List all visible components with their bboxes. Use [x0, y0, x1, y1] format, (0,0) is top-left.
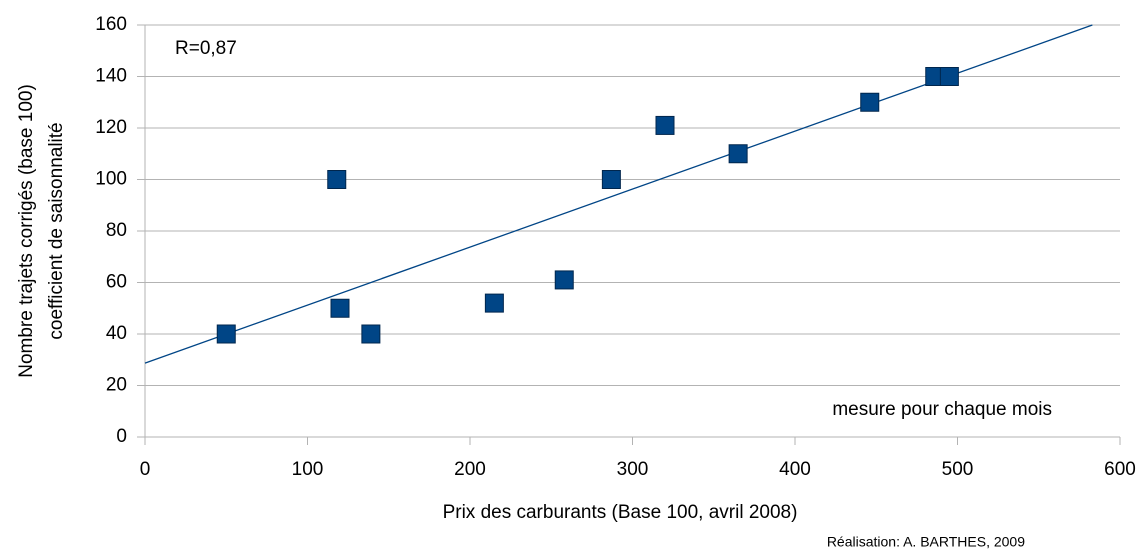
x-tick-label: 600 — [1104, 459, 1136, 480]
y-tick-label: 140 — [95, 66, 127, 87]
data-point — [860, 92, 880, 112]
y-tick-label: 100 — [95, 169, 127, 190]
credit: Réalisation: A. BARTHES, 2009 — [827, 534, 1025, 550]
data-point — [330, 298, 350, 318]
x-axis-label: Prix des carburants (Base 100, avril 200… — [443, 502, 798, 523]
x-tick-label: 300 — [617, 459, 649, 480]
data-point — [601, 170, 621, 189]
y-axis-label: Nombre trajets corrigés (base 100) — [16, 84, 37, 378]
x-tick-label: 400 — [779, 459, 811, 480]
x-tick-label: 200 — [454, 459, 486, 480]
y-tick-label: 0 — [116, 426, 127, 447]
data-point — [216, 324, 236, 344]
data-point — [655, 115, 675, 135]
y-tick-label: 80 — [106, 220, 127, 241]
y-tick-label: 60 — [106, 272, 127, 293]
y-tick-label: 120 — [95, 117, 127, 138]
data-point — [484, 293, 504, 313]
note-annotation: mesure pour chaque mois — [832, 399, 1052, 420]
y-tick-label: 20 — [106, 375, 127, 396]
data-point — [327, 170, 347, 189]
x-tick-label: 100 — [292, 459, 324, 480]
y-tick-label: 160 — [95, 14, 127, 35]
r-annotation: R=0,87 — [175, 38, 237, 59]
x-tick-label: 500 — [942, 459, 974, 480]
data-point — [361, 324, 381, 344]
data-point — [939, 67, 959, 86]
y-tick-label: 40 — [106, 323, 127, 344]
y-axis-label: coefficient de saisonnalité — [46, 122, 67, 339]
data-point — [554, 270, 574, 290]
data-point — [728, 144, 748, 164]
x-tick-label: 0 — [140, 459, 151, 480]
